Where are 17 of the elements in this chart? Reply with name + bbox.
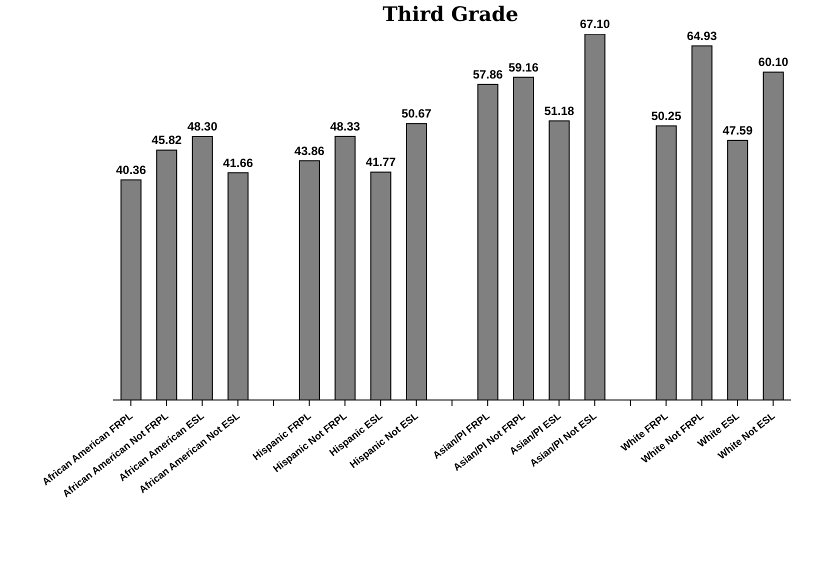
data-label: 50.67 — [401, 106, 432, 121]
data-label: 60.10 — [758, 55, 789, 70]
data-label: 48.30 — [187, 120, 218, 134]
data-label: 64.93 — [686, 28, 718, 43]
data-label: 40.36 — [116, 162, 146, 177]
data-label: 41.66 — [223, 156, 254, 170]
data-label: 59.16 — [508, 60, 539, 74]
data-label: 50.25 — [651, 108, 682, 123]
data-label: 67.10 — [580, 17, 610, 31]
data-label: 51.18 — [544, 104, 575, 118]
data-label: 47.59 — [722, 123, 753, 138]
data-label: 57.86 — [472, 67, 504, 82]
data-label: 48.33 — [330, 119, 360, 134]
data-label: 41.77 — [366, 155, 396, 170]
chart-title: Third Grade — [382, 2, 518, 26]
data-label: 45.82 — [152, 133, 182, 148]
data-label: 43.86 — [294, 144, 325, 158]
